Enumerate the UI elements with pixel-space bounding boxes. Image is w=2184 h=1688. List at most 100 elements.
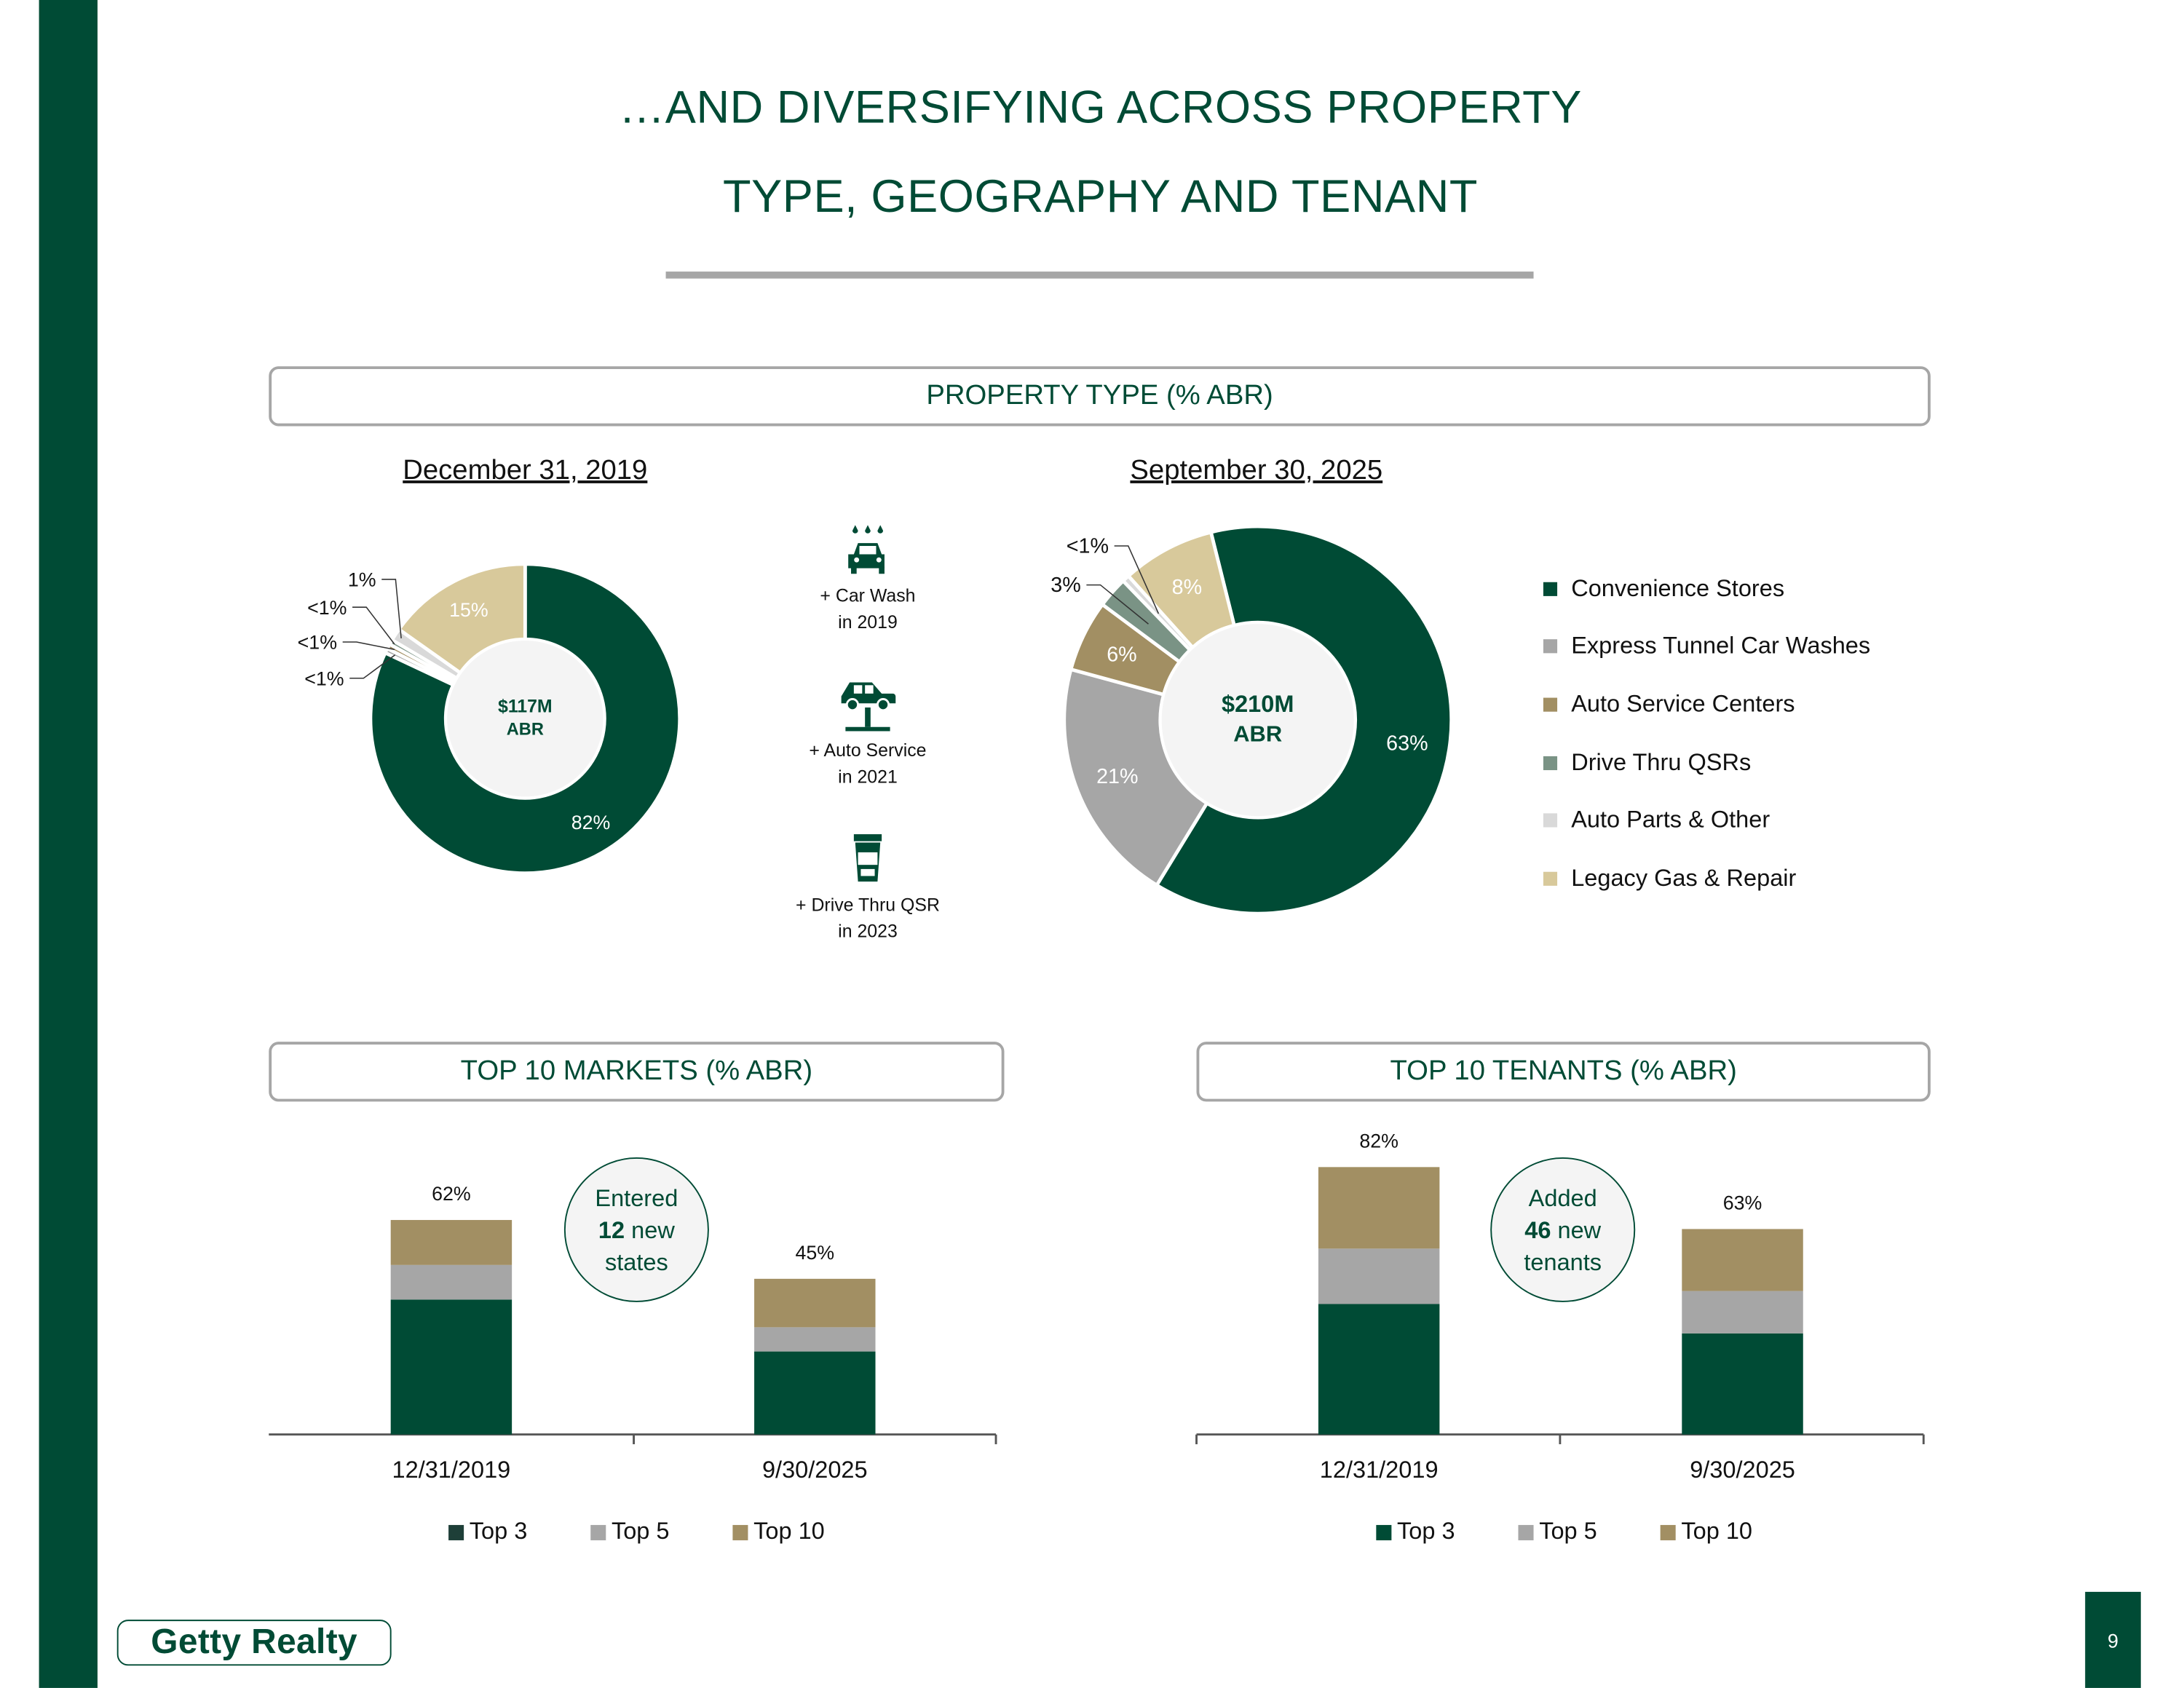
callout-text: new [1551, 1216, 1602, 1243]
donut-center-value: $117M [498, 697, 553, 717]
callout-line: Entered [595, 1184, 678, 1211]
data-label: 3% [1051, 574, 1080, 597]
x-tick-label: 9/30/2025 [762, 1457, 868, 1483]
legend-label: Express Tunnel Car Washes [1571, 633, 1871, 659]
legend-item: Legacy Gas & Repair [1543, 849, 1961, 908]
legend-item: Top 10 [732, 1518, 825, 1545]
bar-segment-top-5 [1682, 1291, 1803, 1334]
data-label: 1% [348, 568, 376, 590]
callout-line: 46 new [1524, 1213, 1601, 1245]
page-number: 9 [2085, 1591, 2141, 1688]
legend-item: Top 3 [1376, 1518, 1455, 1545]
bar-segment-top-5 [754, 1327, 876, 1352]
bar-total-label: 62% [432, 1183, 471, 1205]
donut-2025-title: September 30, 2025 [1130, 455, 1383, 486]
data-label: 21% [1096, 765, 1138, 788]
legend-swatch [1543, 697, 1558, 712]
legend-label: Top 10 [1681, 1518, 1753, 1545]
legend-item: Express Tunnel Car Washes [1543, 618, 1961, 676]
bar-segment-top-10 [1318, 1167, 1440, 1249]
x-tick-label: 12/31/2019 [392, 1457, 511, 1483]
callout-number: 46 [1524, 1216, 1551, 1243]
legend-item: Top 5 [1518, 1518, 1597, 1545]
milestones: + Car Wash in 2019 + Auto Service in 202… [770, 518, 965, 978]
bar-total-label: 82% [1359, 1130, 1398, 1152]
section-header-property-type: PROPERTY TYPE (% ABR) [269, 366, 1931, 427]
bar-segment-top-5 [390, 1264, 513, 1300]
legend-item: Auto Service Centers [1543, 675, 1961, 734]
milestone-label: + Car Wash [820, 585, 916, 606]
data-label-leader-line [342, 641, 395, 651]
tenants-legend: Top 3 Top 5 Top 10 [1376, 1518, 1821, 1548]
legend-label: Top 5 [611, 1518, 670, 1545]
bar-segment-top-10 [390, 1220, 513, 1265]
x-tick-label: 12/31/2019 [1320, 1457, 1439, 1483]
auto-service-lift-icon [841, 682, 896, 732]
legend-swatch [1376, 1524, 1392, 1540]
property-type-legend: Convenience Stores Express Tunnel Car Wa… [1543, 560, 1961, 907]
data-label: <1% [298, 632, 337, 654]
bar-segment-top-3 [1318, 1304, 1440, 1435]
callout-number: 12 [598, 1216, 625, 1243]
bar-segment-top-3 [754, 1351, 876, 1435]
data-label-leader-line [352, 606, 395, 645]
legend-label: Drive Thru QSRs [1571, 748, 1752, 775]
callout-new-states: Entered 12 new states [563, 1157, 709, 1302]
legend-label: Top 3 [1397, 1518, 1455, 1545]
milestone-year: in 2023 [838, 920, 898, 942]
milestone-year: in 2021 [838, 766, 898, 788]
legend-item: Top 5 [590, 1518, 670, 1545]
data-label-leader-line [349, 654, 396, 679]
data-label: <1% [1067, 535, 1109, 558]
donut-slice-legacy-gas-repair [396, 562, 527, 675]
data-label: 82% [571, 812, 611, 833]
tenants-bar-chart: 82% 12/31/2019 63% 9/30/2025 [1195, 1130, 1925, 1483]
bar-segment-top-10 [1682, 1229, 1803, 1291]
milestone-label: + Auto Service [809, 739, 927, 761]
donut-center-label: ABR [1233, 721, 1282, 746]
data-label-leader-line [1114, 545, 1160, 614]
data-label: 6% [1107, 643, 1136, 667]
legend-swatch [1543, 871, 1558, 886]
milestone-label: + Drive Thru QSR [796, 894, 940, 916]
donut-slice-convenience-stores [1154, 524, 1454, 916]
title-divider [665, 272, 1534, 279]
markets-legend: Top 3 Top 5 Top 10 [448, 1518, 894, 1548]
donut-slice-convenience-stores [368, 562, 682, 875]
legend-item: Auto Parts & Other [1543, 791, 1961, 849]
section-header-tenants: TOP 10 TENANTS (% ABR) [1196, 1042, 1931, 1102]
legend-label: Top 5 [1539, 1518, 1597, 1545]
legend-swatch [448, 1524, 464, 1540]
x-tick-label: 9/30/2025 [1690, 1457, 1795, 1483]
car-wash-icon [848, 525, 885, 574]
bar-segment-top-10 [754, 1278, 876, 1328]
data-label: <1% [307, 597, 347, 619]
slide-title-line2: TYPE, GEOGRAPHY AND TENANT [722, 170, 1479, 222]
legend-item: Drive Thru QSRs [1543, 734, 1961, 792]
legend-label: Auto Service Centers [1571, 690, 1795, 718]
donut-2019-title: December 31, 2019 [403, 455, 648, 486]
legend-swatch [1543, 813, 1558, 828]
callout-line: 12 new [598, 1213, 675, 1245]
legend-label: Top 3 [469, 1518, 528, 1545]
bar-segment-top-3 [1682, 1333, 1803, 1435]
legend-item: Convenience Stores [1543, 560, 1961, 618]
legend-swatch [732, 1524, 748, 1540]
legend-swatch [1543, 756, 1558, 770]
data-label: 63% [1386, 732, 1428, 756]
legend-swatch [1543, 582, 1558, 596]
legend-label: Legacy Gas & Repair [1571, 864, 1797, 892]
legend-item: Top 10 [1660, 1518, 1753, 1545]
donut-center [447, 641, 604, 797]
legend-swatch [590, 1524, 606, 1540]
getty-realty-logo: Getty Realty [116, 1620, 392, 1666]
donut-center-label: ABR [507, 721, 544, 740]
donut-slice-legacy-gas-repair [1125, 530, 1237, 650]
milestone-car-wash: + Car Wash in 2019 [770, 582, 965, 635]
donut-center [1161, 624, 1354, 817]
data-label: 15% [449, 599, 488, 621]
legend-swatch [1543, 639, 1558, 654]
callout-line: Added [1528, 1184, 1597, 1211]
